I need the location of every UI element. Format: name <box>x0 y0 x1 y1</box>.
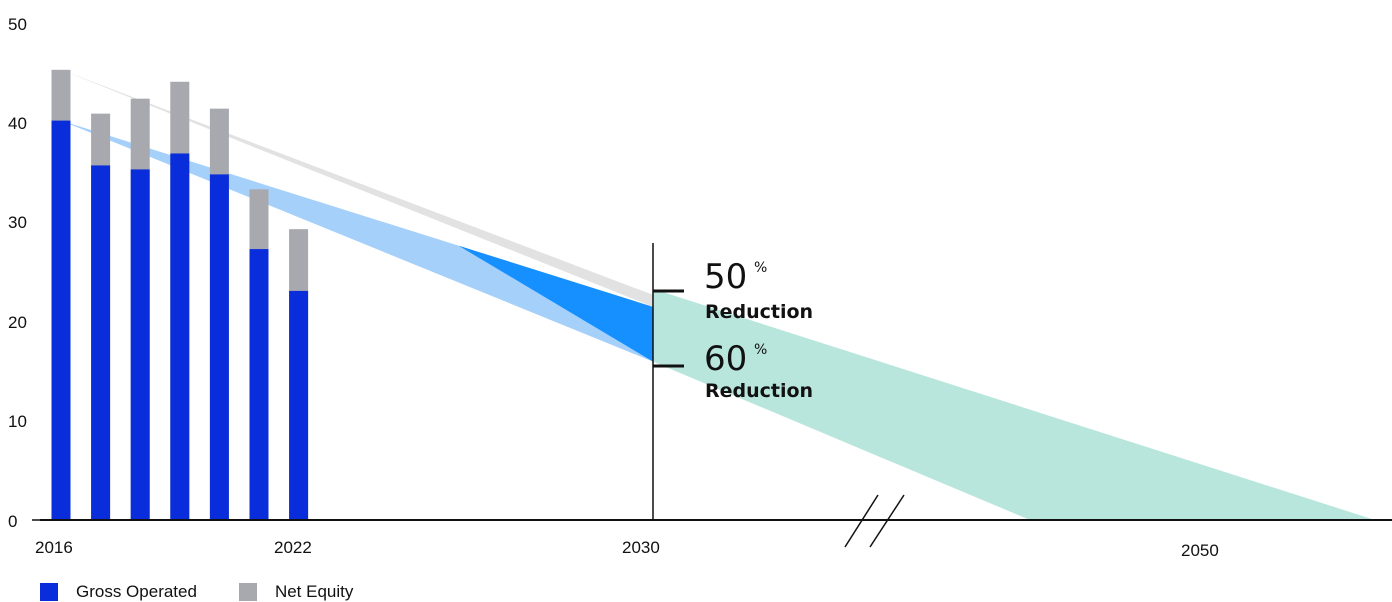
svg-text:50: 50 <box>704 257 747 297</box>
trajectory-net-equity <box>61 69 653 307</box>
y-tick-label-20: 20 <box>8 313 27 332</box>
y-tick-label-40: 40 <box>8 114 27 133</box>
legend-item-gross-operated: Gross Operated <box>40 582 197 602</box>
chart: 0 10 20 30 40 50 50 % Reduction 60 % Red… <box>8 15 1392 560</box>
y-tick-label-30: 30 <box>8 213 27 232</box>
bar-gross-operated-2016 <box>51 120 71 520</box>
y-axis: 0 10 20 30 40 50 <box>8 15 27 531</box>
x-tick-label-2022: 2022 <box>274 538 312 557</box>
bar-gross-operated-2022 <box>289 290 309 520</box>
annotation-50-unit: % <box>754 260 767 276</box>
y-tick-label-10: 10 <box>8 412 27 431</box>
svg-text:60: 60 <box>704 339 747 379</box>
bar-gross-operated-2019 <box>170 153 190 521</box>
y-tick-label-0: 0 <box>8 512 17 531</box>
legend: Gross Operated Net Equity <box>40 582 395 602</box>
x-tick-label-2016: 2016 <box>35 538 73 557</box>
bar-gross-operated-2020 <box>209 174 229 520</box>
trajectory-bands <box>61 69 1375 520</box>
legend-label-gross-operated: Gross Operated <box>76 582 197 601</box>
annotation-50-value: 50 <box>704 257 747 297</box>
annotation-50-reduction: 50 % Reduction <box>704 257 813 323</box>
x-axis: 2016 2022 2030 2050 <box>35 538 1219 560</box>
legend-swatch-net-equity <box>238 583 257 601</box>
legend-item-net-equity: Net Equity <box>238 582 354 602</box>
legend-label-net-equity: Net Equity <box>274 582 354 601</box>
annotation-60-unit: % <box>754 342 767 358</box>
bars <box>51 69 309 521</box>
bar-gross-operated-2018 <box>130 169 150 520</box>
annotation-60-label: Reduction <box>705 380 813 402</box>
x-tick-label-2030: 2030 <box>622 538 660 557</box>
bar-gross-operated-2017 <box>91 165 111 520</box>
trajectory-gross-operated-highlight <box>458 245 653 362</box>
legend-swatch-gross-operated <box>40 583 58 601</box>
annotation-60-reduction: 60 % Reduction <box>704 339 813 402</box>
y-tick-label-50: 50 <box>8 15 27 34</box>
trajectory-gross-operated <box>61 120 653 362</box>
x-tick-label-2050: 2050 <box>1181 541 1219 560</box>
annotation-50-label: Reduction <box>705 301 813 323</box>
axis-break-mark <box>844 494 905 548</box>
trajectory-beyond-2030 <box>653 288 1375 520</box>
bar-gross-operated-2021 <box>249 249 269 520</box>
annotation-60-value: 60 <box>704 339 747 379</box>
